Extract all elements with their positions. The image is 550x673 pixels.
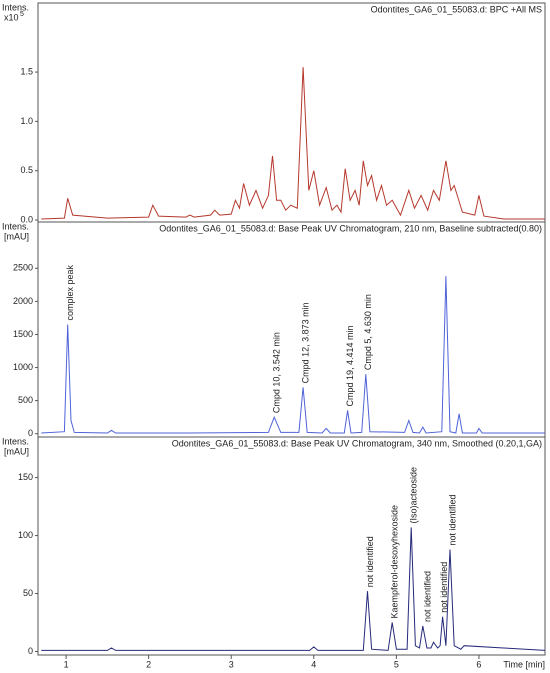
y-tick-label: 1.0 [20,116,33,126]
x-tick-label: 6 [476,659,481,669]
panel-title: Odontites_GA6_01_55083.d: BPC +All MS [371,4,542,14]
peak-annotation: Kaempferol-desoxyhexoside [390,505,400,619]
peak-annotation: Cmpd 12, 3.873 min [300,302,310,383]
y-axis-unit: x10 [4,12,19,22]
y-tick-label: 2500 [13,263,33,273]
peak-annotation: not identified [439,562,449,613]
y-tick-label: 100 [18,530,33,540]
y-tick-label: 500 [18,395,33,405]
peak-annotation: Cmpd 10, 3.542 min [272,332,282,413]
y-axis-label: Intens. [2,2,29,12]
panel-frame [37,436,546,656]
peak-annotation: not identified [423,571,433,622]
x-axis-label: Time [min] [503,659,545,669]
y-tick-label: 0 [28,646,33,656]
y-axis-label: Intens. [2,436,29,446]
x-tick-label: 5 [394,659,399,669]
y-tick-label: 0.0 [20,214,33,224]
x-tick-label: 2 [146,659,151,669]
panel-title: Odontites_GA6_01_55083.d: Base Peak UV C… [159,223,542,233]
y-tick-label: 0.5 [20,165,33,175]
y-axis-label: Intens. [2,221,29,231]
peak-annotation: not identified [365,536,375,587]
panel-frame [37,2,546,223]
trace [41,527,546,651]
y-tick-label: 50 [23,588,33,598]
y-tick-label: 0 [28,428,33,438]
trace [41,276,545,434]
peak-annotation: (Iso)acteoside [409,467,419,524]
y-axis-unit: [mAU] [4,446,29,456]
x-tick-label: 3 [229,659,234,669]
peak-annotation: Cmpd 19, 4.414 min [345,325,355,406]
y-tick-label: 1000 [13,362,33,372]
x-tick-label: 1 [64,659,69,669]
panel-frame [37,221,546,438]
y-tick-label: 1500 [13,329,33,339]
y-axis-unit: [mAU] [4,231,29,241]
peak-annotation: Cmpd 5, 4.630 min [363,294,373,370]
y-tick-label: 2000 [13,296,33,306]
peak-annotation: not identified [447,494,457,545]
trace [41,67,545,220]
peak-annotation: complex peak [65,265,75,321]
y-tick-label: 1.5 [20,66,33,76]
x-tick-label: 4 [311,659,316,669]
panel-title: Odontites_GA6_01_55083.d: Base Peak UV C… [172,438,542,448]
y-tick-label: 150 [18,472,33,482]
y-axis-exponent: 5 [20,11,24,18]
